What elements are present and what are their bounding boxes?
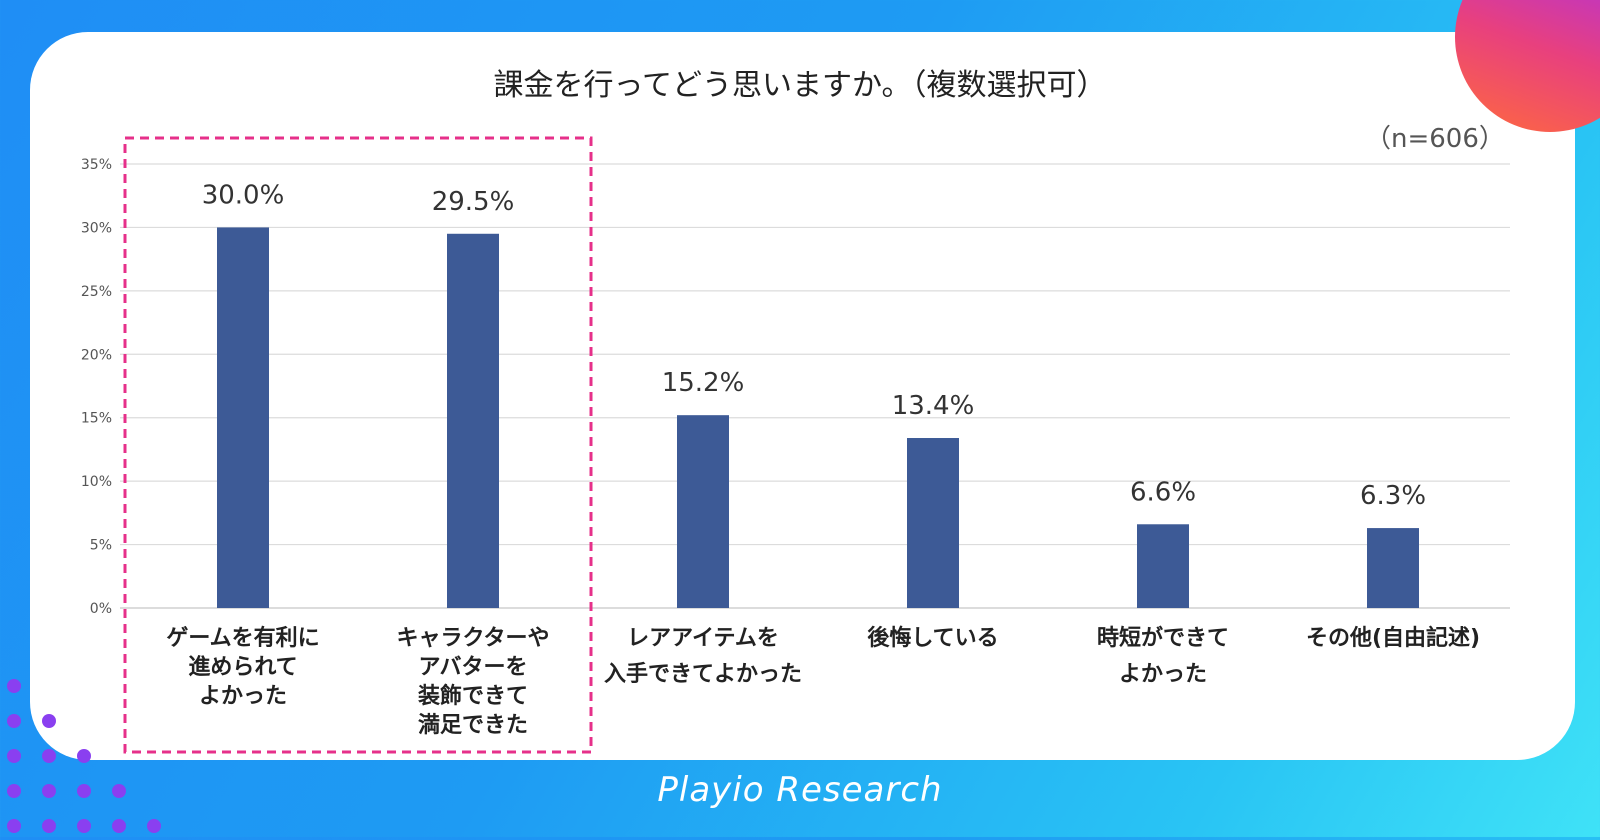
decorative-dot [7, 714, 21, 728]
bar [447, 233, 499, 608]
brand-logo-text: Playio Research [657, 770, 943, 810]
bar [217, 227, 269, 608]
decorative-dot [77, 819, 91, 833]
x-tick-label: よかった [199, 684, 287, 709]
x-tick-label: 後悔している [867, 625, 998, 651]
x-tick-label: ゲームを有利に [166, 625, 319, 651]
x-tick-label: 時短ができて [1097, 625, 1229, 651]
data-label: 29.5% [432, 187, 515, 217]
decorative-dot [42, 819, 56, 833]
y-tick-label: 20% [81, 347, 112, 363]
x-tick-label: レアアイテムを [627, 626, 779, 651]
y-tick-label: 10% [81, 474, 112, 490]
decorative-dot [77, 784, 91, 798]
chart-title: 課金を行ってどう思いますか。（複数選択可） [493, 68, 1107, 103]
decorative-dot [7, 819, 21, 833]
y-tick-label: 30% [81, 220, 112, 236]
y-tick-label: 0% [90, 601, 112, 617]
data-label: 15.2% [662, 368, 745, 398]
highlight-box [123, 136, 593, 754]
decorative-dot [42, 714, 56, 728]
data-label: 6.3% [1360, 481, 1426, 511]
decorative-dot [7, 679, 21, 693]
x-tick-label: よかった [1119, 662, 1207, 687]
sample-size-label: （n=606） [1365, 124, 1505, 154]
decorative-dot [42, 749, 56, 763]
bar [1137, 524, 1189, 608]
x-tick-label: 進められて [188, 655, 297, 680]
y-tick-label: 5% [90, 538, 112, 554]
decorative-dot [77, 749, 91, 763]
x-tick-label: 入手できてよかった [604, 662, 802, 687]
x-tick-label: その他(自由記述) [1306, 625, 1480, 651]
y-tick-label: 35% [81, 157, 112, 173]
decorative-dot [112, 784, 126, 798]
decorative-dot [7, 784, 21, 798]
data-label: 13.4% [892, 391, 975, 421]
data-label: 30.0% [202, 180, 285, 210]
x-tick-label: 満足できた [418, 712, 528, 738]
y-tick-label: 15% [81, 411, 112, 427]
decorative-dot [147, 819, 161, 833]
bar [677, 415, 729, 608]
decorative-dot [42, 784, 56, 798]
x-tick-label: 装飾できて [418, 683, 528, 709]
x-tick-label: アバターを [418, 655, 527, 680]
decorative-dots [0, 679, 200, 840]
data-label: 6.6% [1130, 477, 1196, 507]
bar [907, 438, 959, 608]
chart-card [30, 0, 1600, 760]
bar [1367, 528, 1419, 608]
decorative-dot [7, 749, 21, 763]
decorative-dot [112, 819, 126, 833]
y-tick-label: 25% [81, 284, 112, 300]
x-tick-label: キャラクターや [396, 626, 549, 651]
